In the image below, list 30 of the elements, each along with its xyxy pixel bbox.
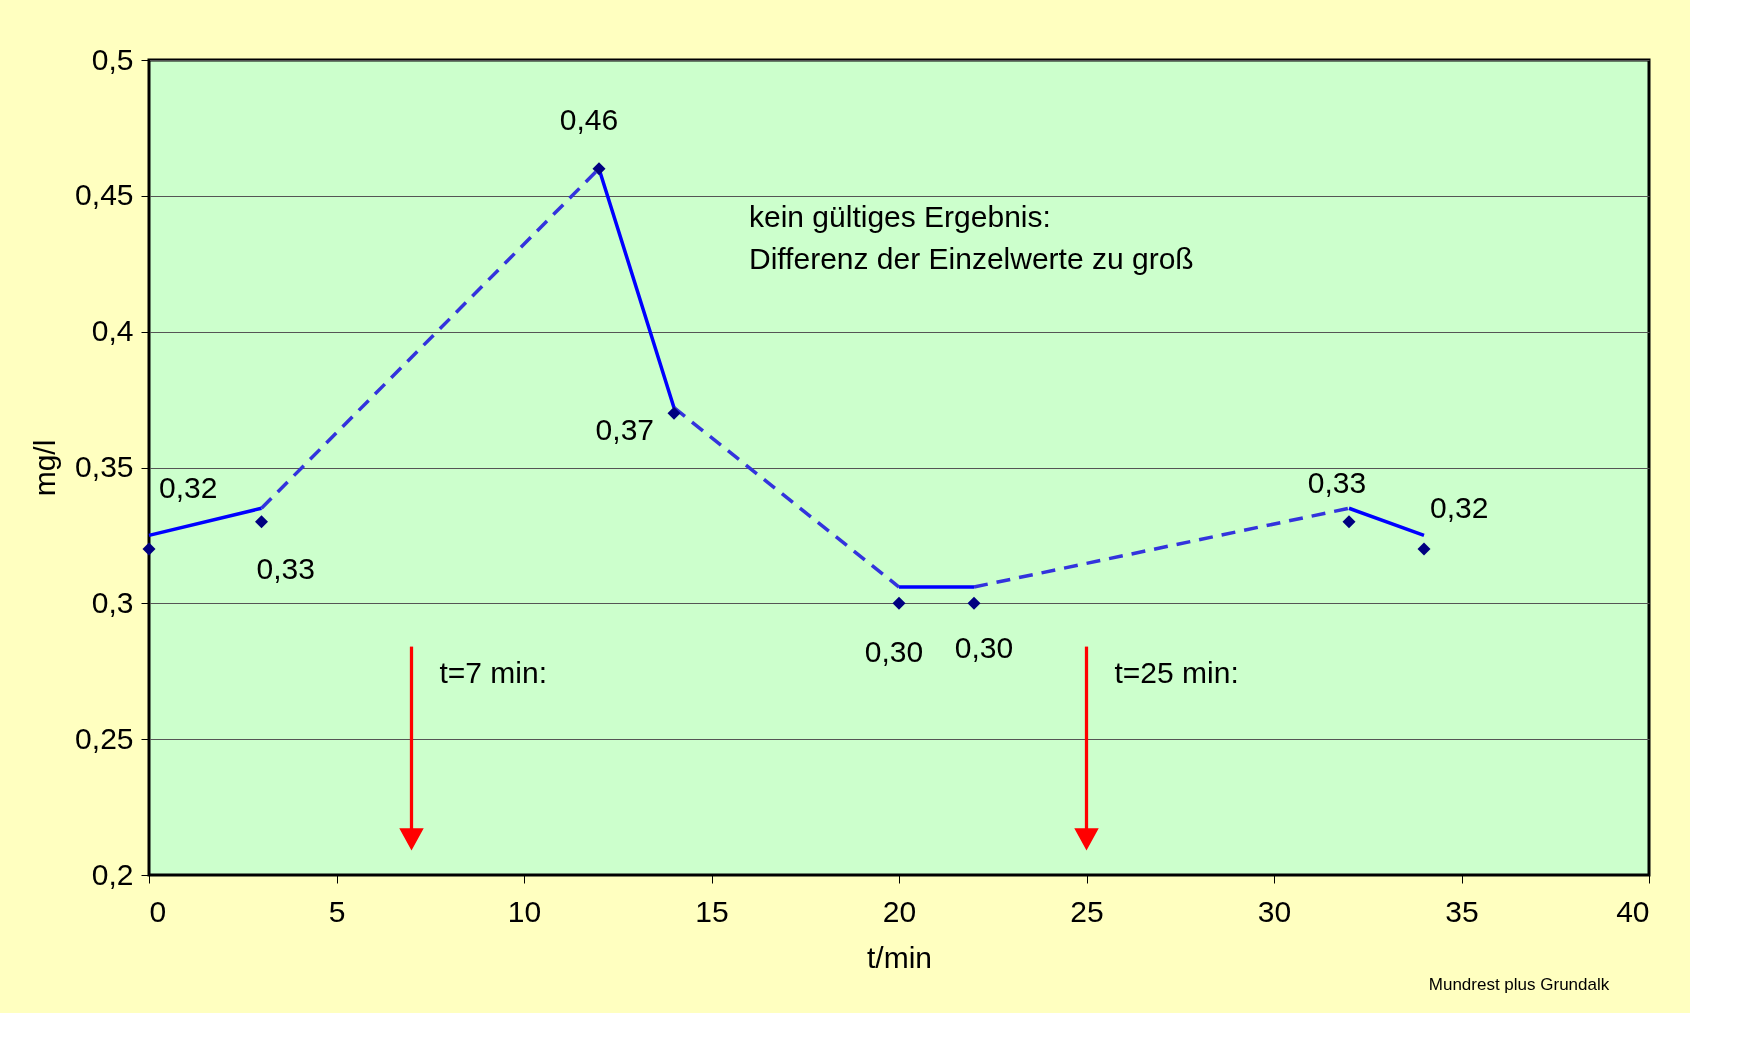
x-axis-title: t/min [866,940,933,974]
x-tick-label: 0 [149,894,167,928]
y-tick-label: 0,2 [91,857,134,891]
data-label: 0,32 [1430,491,1489,524]
data-label: 0,30 [954,631,1014,665]
y-tick-label: 0,45 [75,178,134,212]
y-tick-label: 0,4 [91,314,134,348]
data-label: 0,33 [1307,465,1367,499]
text: Mundrest plus Grundalk [1428,975,1610,994]
y-tick-label: 0,35 [75,450,134,483]
y-tick-label: 0,25 [75,721,134,755]
x-tick-label: 5 [328,894,346,928]
x-tick-label: 25 [1070,894,1104,928]
y-tick-label: 0,3 [91,585,134,619]
ref-line-label: t=25 min: [1114,656,1239,690]
x-tick-label: 35 [1445,894,1479,928]
data-label: 0,30 [864,635,924,669]
data-label: 0,46 [559,102,619,136]
ref-line-label: t=7 min: [439,656,548,690]
data-label: 0,37 [595,413,654,447]
x-tick-label: 20 [882,894,917,928]
x-tick-label: 40 [1616,894,1650,928]
y-tick-label: 0,5 [91,42,134,76]
x-tick-label: 15 [695,894,729,928]
x-tick-label: 30 [1257,894,1292,928]
data-label: 0,33 [256,551,315,585]
y-axis-title: mg/l [28,439,62,497]
x-tick-label: 10 [507,894,542,928]
data-label: 0,32 [159,471,218,504]
annotation: kein gültiges Ergebnis: Differenz der Einzelwerte zu groß [749,199,1194,275]
